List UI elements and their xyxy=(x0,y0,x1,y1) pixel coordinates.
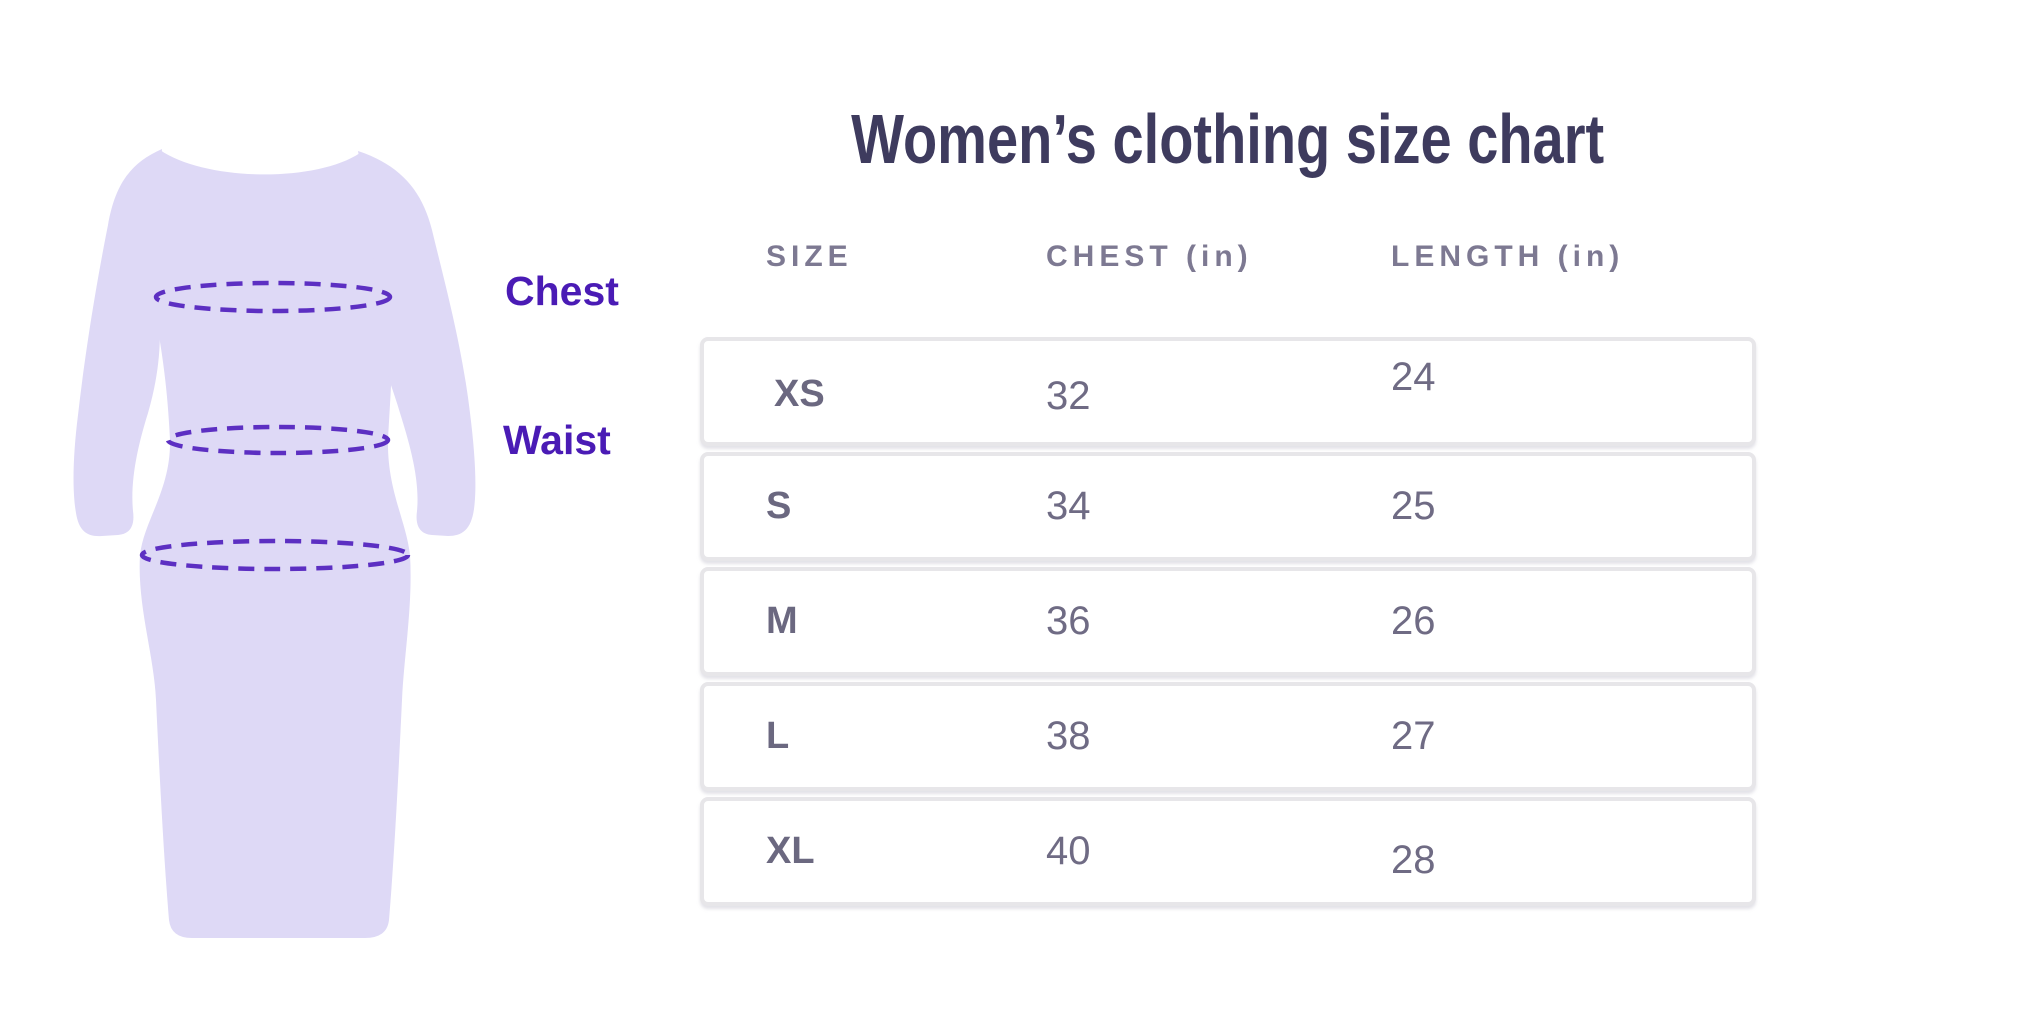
cell-size: XL xyxy=(766,830,815,872)
cell-size: XS xyxy=(774,373,825,415)
dress-left-sleeve xyxy=(73,149,162,537)
dress-svg xyxy=(73,149,476,938)
waist-label: Waist xyxy=(503,417,611,463)
cell-length: 27 xyxy=(1391,714,1436,758)
cell-length: 25 xyxy=(1391,484,1436,528)
cell-size: L xyxy=(766,715,790,757)
table-row-xs: XS 32 24 xyxy=(700,337,1756,446)
cell-chest: 34 xyxy=(1046,484,1091,528)
cell-size: S xyxy=(766,485,792,527)
cell-size: M xyxy=(766,600,798,642)
page-title: Women’s clothing size chart xyxy=(700,100,1756,178)
chest-measure-line xyxy=(153,280,393,314)
table-row-m: M 36 26 xyxy=(700,567,1756,676)
table-header-row: SIZE CHEST (in) LENGTH (in) xyxy=(700,240,1756,274)
cell-length: 26 xyxy=(1391,599,1436,643)
header-chest: CHEST (in) xyxy=(1046,240,1253,273)
header-size: SIZE xyxy=(766,240,853,273)
table-row-s: S 34 25 xyxy=(700,452,1756,561)
dress-illustration xyxy=(70,145,500,945)
cell-chest: 32 xyxy=(1046,374,1091,418)
dress-body xyxy=(139,150,411,938)
cell-chest: 40 xyxy=(1046,829,1091,873)
dress-right-sleeve xyxy=(358,151,476,536)
hip-measure-line xyxy=(139,538,411,572)
cell-chest: 38 xyxy=(1046,714,1091,758)
chest-label: Chest xyxy=(505,268,619,314)
size-table: XS 32 24 S 34 25 M 36 26 L 38 27 XL 40 2… xyxy=(700,337,1756,912)
header-length: LENGTH (in) xyxy=(1391,240,1625,273)
cell-chest: 36 xyxy=(1046,599,1091,643)
waist-measure-line xyxy=(165,424,391,456)
table-row-l: L 38 27 xyxy=(700,682,1756,791)
cell-length: 24 xyxy=(1391,355,1436,399)
cell-length: 28 xyxy=(1391,838,1436,882)
page-title-text: Women’s clothing size chart xyxy=(851,100,1605,178)
table-row-xl: XL 40 28 xyxy=(700,797,1756,906)
